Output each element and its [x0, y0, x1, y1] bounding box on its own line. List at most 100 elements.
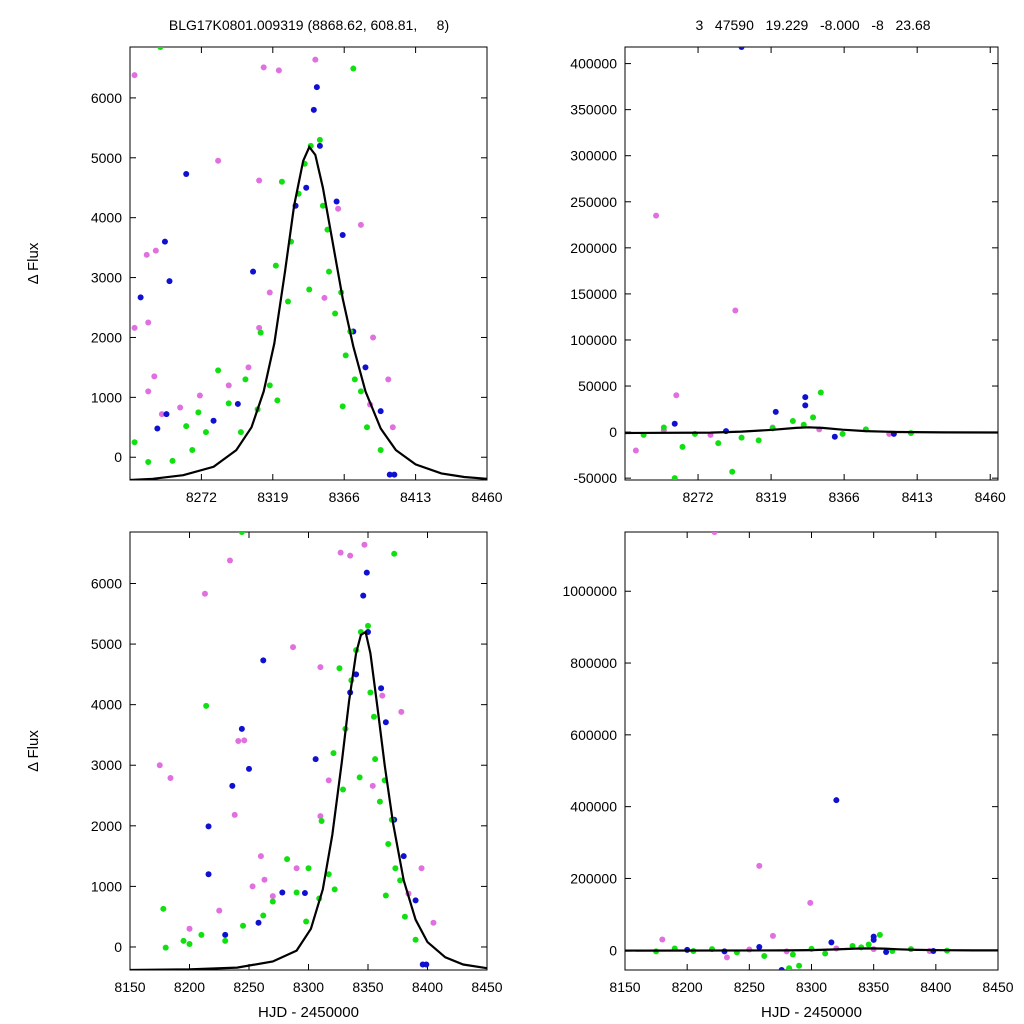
data-point-green: [350, 65, 357, 72]
data-point-green: [365, 622, 371, 629]
data-point-blue: [161, 238, 168, 245]
x-tick-label: 8413: [400, 489, 431, 505]
x-tick-label: 8319: [257, 489, 288, 505]
data-point-green: [679, 443, 686, 450]
data-point-green: [849, 942, 856, 949]
data-point-green: [796, 962, 803, 969]
data-point-blue: [154, 425, 161, 432]
y-tick-label: 2000: [91, 329, 122, 345]
data-point-blue: [363, 569, 370, 576]
data-point-green: [284, 856, 291, 863]
x-tick-label: 8366: [329, 489, 360, 505]
data-point-green: [318, 817, 325, 824]
panel-top-left: 8272 8319 8366 8413 8460 0 1000 2000 3000 4000 500…: [25, 46, 503, 505]
y-tick-label: 3000: [91, 270, 122, 286]
data-point-magenta: [196, 392, 203, 399]
x-tick-label: 8150: [609, 979, 640, 995]
y-tick-label: 0: [114, 939, 122, 955]
data-point-magenta: [261, 876, 268, 883]
data-point-green: [203, 702, 210, 709]
data-point-green: [225, 400, 232, 407]
data-point-green: [376, 798, 383, 805]
data-point-green: [238, 532, 245, 535]
y-tick-label: 100000: [570, 332, 617, 348]
data-point-magenta: [226, 557, 233, 564]
data-point-magenta: [201, 590, 208, 597]
data-point-green: [183, 423, 190, 430]
data-point-magenta: [167, 774, 174, 781]
y-axis-label: Δ Flux: [25, 242, 42, 284]
data-point-magenta: [249, 883, 256, 890]
data-point-magenta: [418, 865, 425, 872]
panel-bottom-right: 8150 8200 8250 8300 8350 8400 8450 0 200000 40000…: [562, 531, 1014, 1021]
x-axis-label: HJD - 2450000: [761, 1004, 862, 1021]
data-point-magenta: [290, 644, 297, 651]
y-tick-label: 1000000: [562, 583, 617, 599]
y-tick-label: 300000: [570, 148, 617, 164]
data-point-green: [316, 136, 323, 143]
data-point-green: [131, 439, 138, 446]
data-point-blue: [312, 756, 319, 763]
data-point-magenta: [756, 862, 763, 869]
data-point-green: [303, 918, 310, 925]
y-tick-label: 4000: [91, 210, 122, 226]
data-point-green: [789, 951, 796, 958]
data-point-blue: [279, 889, 286, 896]
data-point-green: [215, 367, 222, 374]
data-point-green: [397, 877, 404, 884]
data-point-magenta: [430, 919, 437, 926]
x-tick-label: 8272: [682, 489, 713, 505]
x-axis-label: HJD - 2450000: [258, 1004, 359, 1021]
data-point-blue: [690, 479, 693, 480]
data-point-magenta: [317, 664, 324, 671]
data-point-magenta: [235, 738, 242, 745]
plot-panels: 8272 8319 8366 8413 8460 0 1000 2000 3000 4000 500…: [25, 46, 1014, 1021]
data-point-green: [305, 865, 312, 872]
data-point-magenta: [293, 865, 300, 872]
y-tick-label: 1000: [91, 878, 122, 894]
data-point-magenta: [231, 811, 238, 818]
data-point-green: [412, 936, 419, 943]
data-point-magenta: [256, 177, 263, 184]
data-points: [131, 47, 398, 478]
data-point-green: [325, 871, 332, 878]
y-tick-label: 400000: [570, 799, 617, 815]
data-point-green: [331, 886, 338, 893]
y-tick-label: 6000: [91, 90, 122, 106]
x-tick-label: 8460: [975, 489, 1006, 505]
y-tick-label: 200000: [570, 870, 617, 886]
data-point-green: [391, 550, 398, 557]
data-point-magenta: [769, 932, 776, 939]
data-point-green: [342, 352, 349, 359]
data-point-blue: [382, 719, 389, 726]
data-point-green: [186, 940, 193, 947]
data-point-magenta: [361, 541, 368, 548]
y-tick-label: 0: [609, 424, 617, 440]
data-point-green: [160, 905, 167, 912]
data-point-blue: [353, 671, 360, 678]
data-point-magenta: [335, 205, 342, 212]
x-tick-label: 8300: [796, 979, 827, 995]
data-points: [653, 532, 951, 970]
data-point-magenta: [632, 447, 639, 454]
data-point-blue: [423, 961, 430, 968]
y-tick-label: 200000: [570, 240, 617, 256]
data-point-blue: [360, 592, 367, 599]
data-point-blue: [391, 471, 398, 478]
y-tick-label: 5000: [91, 150, 122, 166]
data-point-magenta: [357, 221, 364, 228]
x-tick-label: 8413: [902, 489, 933, 505]
data-point-magenta: [131, 324, 138, 331]
data-point-green: [180, 937, 187, 944]
data-point-magenta: [266, 289, 273, 296]
data-point-green: [306, 286, 313, 293]
data-point-green: [372, 756, 379, 763]
data-point-magenta: [256, 324, 263, 331]
data-point-green: [157, 47, 164, 50]
data-point-green: [278, 178, 285, 185]
data-point-green: [189, 447, 196, 454]
data-point-green: [332, 310, 339, 317]
title-right: 3 47590 19.229 -8.000 -8 23.68: [695, 17, 930, 33]
data-point-green: [800, 421, 807, 428]
y-tick-label: 3000: [91, 757, 122, 773]
